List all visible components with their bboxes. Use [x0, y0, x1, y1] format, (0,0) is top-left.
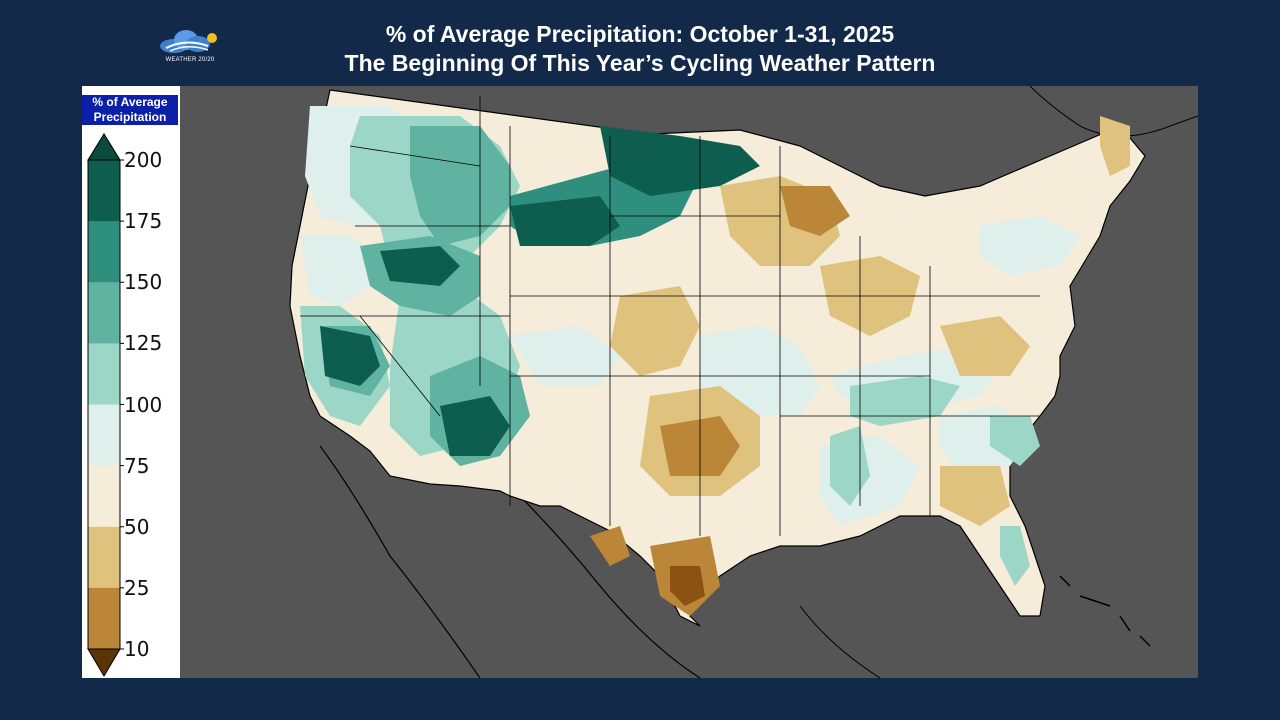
colorbar-band-125-150 [88, 282, 120, 344]
baja-coastline [319, 445, 481, 678]
colorbar-band-10-25 [88, 587, 120, 650]
region-wyoming-darkest [510, 196, 620, 246]
region-wisconsin-brown [780, 186, 850, 236]
region-south-carolina-teal [990, 416, 1040, 466]
colorbar-band-75-100 [88, 404, 120, 467]
legend-title-line-1: % of Average [92, 95, 168, 109]
precipitation-map [180, 86, 1198, 678]
colorbar-tick-label: 200 [124, 148, 163, 172]
logo-text: WEATHER 20/20 [165, 57, 215, 63]
yucatan-coastline [799, 605, 881, 678]
region-florida-teal [1000, 526, 1030, 586]
region-georgia-tan [940, 466, 1010, 526]
cloud-logo-icon [160, 30, 217, 53]
colorbar-tick-label: 100 [124, 392, 163, 417]
region-colorado-tan [610, 286, 700, 376]
region-arizona-darkest [440, 396, 510, 456]
colorbar-tick-label: 75 [124, 453, 150, 478]
colorbar-tick-label: 150 [124, 270, 163, 295]
region-montana-west-teal [410, 126, 510, 246]
colorbar-cap-low [87, 648, 121, 677]
colorbar-band-175-200 [88, 160, 120, 222]
colorbar-tick-label: 125 [124, 331, 163, 356]
region-virginia-tan [940, 316, 1030, 376]
legend-title: % of Average Precipitation [82, 95, 178, 125]
caribbean-islands [1059, 575, 1151, 647]
state-boundaries [300, 96, 1040, 536]
title-line-1: % of Average Precipitation: October 1-31… [385, 21, 895, 47]
region-dakotas-darkest [600, 126, 760, 196]
legend-panel: % of Average Precipitation 200 175 150 125 1… [82, 86, 180, 678]
colorbar-tick-label: 50 [124, 514, 150, 539]
region-southwest-light [510, 326, 620, 386]
weather2020-logo: WEATHER 20/20 [150, 26, 230, 70]
region-nevada-darkest [380, 246, 460, 286]
colorbar-cap-high [87, 133, 121, 161]
region-california-darkest [320, 326, 380, 386]
mexico-coastline [509, 485, 701, 678]
region-big-bend-brown [590, 526, 630, 566]
colorbar-tick-label: 25 [124, 575, 150, 600]
colorbar-tick-label: 10 [124, 637, 150, 661]
region-maine-tan [1100, 116, 1130, 176]
region-great-lakes-light [980, 216, 1080, 276]
colorbar-band-150-175 [88, 221, 120, 283]
map-panel [180, 86, 1198, 678]
colorbar-tick-label: 175 [124, 209, 163, 234]
region-kentucky-teal [850, 376, 960, 426]
title-line-2: The Beginning Of This Year’s Cycling Wea… [344, 50, 936, 76]
colorbar-band-25-50 [88, 526, 120, 589]
page-title: % of Average Precipitation: October 1-31… [180, 20, 1100, 78]
canada-coastline [1029, 86, 1198, 137]
colorbar-band-50-75 [88, 465, 120, 528]
region-rio-grande-darkest [670, 566, 705, 606]
region-oregon-light [300, 236, 380, 306]
figure: % of Average Precipitation 200 175 150 125 1… [82, 86, 1198, 678]
legend-title-line-2: Precipitation [93, 110, 167, 124]
colorbar [87, 133, 124, 677]
colorbar-band-100-125 [88, 343, 120, 405]
